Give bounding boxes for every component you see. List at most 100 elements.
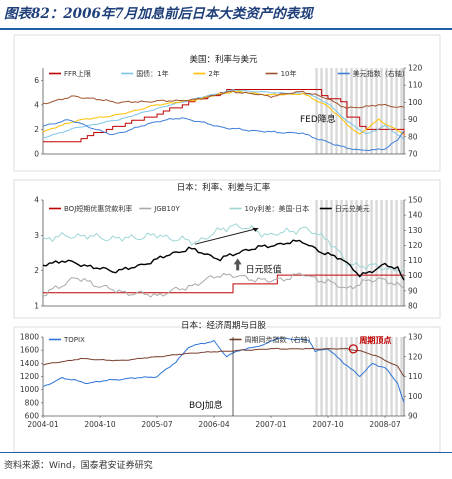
- chart1-shade-stripe: [395, 68, 398, 154]
- chart1-shade-stripe: [330, 68, 333, 154]
- chart2-frame: [13, 179, 441, 319]
- chart1-series-2-line: [42, 89, 405, 140]
- chart1-y2-tick-label: 90: [408, 115, 418, 124]
- chart3-shade-stripe: [385, 337, 388, 416]
- chart3-x-tick-label: 2006-04: [198, 420, 230, 429]
- chart1-series-1-line: [43, 89, 405, 143]
- chart1-shade-stripe: [320, 68, 323, 154]
- chart1-legend-label-5: 美元指数（右轴）: [353, 69, 409, 78]
- chart3-x-tick-label: 2007-10: [312, 420, 344, 429]
- chart1-shade-stripe: [325, 68, 328, 154]
- chart2-title: 日本：利率、利差与汇率: [177, 182, 271, 193]
- chart1-shade-stripe: [390, 68, 393, 154]
- chart1-shade-stripe: [315, 68, 318, 154]
- chart3-shade-stripe: [350, 337, 353, 416]
- chart1-shade-stripe: [350, 68, 353, 154]
- chart3-shade-stripe: [315, 337, 318, 416]
- chart1-y-tick-label: 4: [34, 100, 39, 109]
- chart3-y-tick-label: 800: [25, 398, 40, 407]
- chart2-shade-stripe: [400, 200, 403, 306]
- chart2-trend-arrow-line: [194, 227, 259, 245]
- chart2-annotation-yen-depreciation: 日元贬值: [246, 263, 282, 275]
- chart2-up-arrow-icon: [233, 258, 242, 271]
- chart3-shade-stripe: [345, 337, 348, 416]
- chart1-y2-tick-label: 120: [408, 64, 423, 73]
- source-note: 资料来源：Wind，国泰君安证券研究: [4, 461, 153, 471]
- chart3-shade-stripe: [335, 337, 338, 416]
- chart1-series-5-line: [42, 117, 405, 152]
- chart1-shade-stripe: [380, 68, 383, 154]
- chart2-shade-stripe: [335, 200, 338, 306]
- chart1-y2-tick-label: 110: [408, 81, 423, 90]
- charts-canvas: 美国：利率与美元 0 2 4 6 70 80 90 100 110 120 FFR上限 国债：1年 2年 1…: [13, 34, 441, 452]
- chart1-shade-stripe: [385, 68, 388, 154]
- chart3-shade-stripe: [355, 337, 358, 416]
- chart2-series-3-line: [42, 223, 405, 274]
- chart1-shade-stripe: [355, 68, 358, 154]
- chart3-y-tick-label: 1200: [20, 372, 39, 381]
- chart1-legend-label-1: FFR上限: [64, 69, 91, 78]
- chart3-shade-stripe: [375, 337, 378, 416]
- chart2-series-4-line: [42, 239, 405, 281]
- chart3-annotation-cycle-peak: 周期顶点: [359, 335, 391, 345]
- chart3-series-2-line: [42, 347, 405, 377]
- chart2-legend-label-4: 日元兑美元: [335, 204, 370, 213]
- chart3-shade-stripe: [395, 337, 398, 416]
- chart3-y-tick-label: 1600: [20, 346, 39, 355]
- chart1-legend-label-2: 国债：1年: [136, 69, 168, 78]
- chart2-y-tick-label: 2: [34, 266, 39, 275]
- chart3-title: 日本：经济周期与日股: [181, 320, 267, 331]
- chart3-y2-tick-label: 130: [408, 333, 423, 342]
- chart3-shade-stripe: [330, 337, 333, 416]
- chart2-legend-label-3: 10y利差：美国-日本: [245, 204, 310, 213]
- chart2-y2-tick-label: 80: [408, 302, 418, 311]
- chart2-y2-tick-label: 140: [408, 211, 423, 220]
- chart3-x-tick-label: 2004-01: [27, 420, 59, 429]
- chart2-y2-tick-label: 110: [408, 256, 423, 265]
- title-rule: [0, 28, 452, 30]
- figure-title: 图表82：2006年7月加息前后日本大类资产的表现: [4, 6, 313, 22]
- chart1-y2-tick-label: 80: [408, 132, 418, 141]
- chart2-legend-label-1: BOJ短期优惠贷款利率: [64, 204, 132, 213]
- chart3-shade-stripe: [325, 337, 328, 416]
- chart1-y2-tick-label: 70: [408, 150, 418, 159]
- chart3-y2-tick-label: 100: [408, 392, 423, 401]
- chart1-title: 美国：利率与美元: [189, 54, 258, 65]
- chart3-y2-tick-label: 90: [408, 412, 418, 421]
- chart1-legend-label-3: 2年: [208, 69, 219, 78]
- chart2-y2-tick-label: 100: [408, 271, 423, 280]
- chart2-legend-label-2: JGB10Y: [153, 205, 180, 213]
- chart3-cycle-peak-marker: [348, 344, 358, 354]
- chart3-shade-stripe: [390, 337, 393, 416]
- chart2-shade-stripe: [395, 200, 398, 306]
- chart3-y2-tick-label: 120: [408, 352, 423, 361]
- chart2-y-tick-label: 3: [34, 231, 39, 240]
- chart3-shade-stripe: [400, 337, 403, 416]
- chart3-y-tick-label: 1400: [20, 359, 39, 368]
- chart3-shade-stripe: [320, 337, 323, 416]
- chart1-annotation-fed-cut: FED降息: [300, 113, 336, 125]
- chart2-shade-stripe: [375, 200, 378, 306]
- bottom-rule: [0, 452, 452, 453]
- chart1-shade-stripe: [340, 68, 343, 154]
- chart3-y-tick-label: 600: [25, 412, 40, 421]
- chart3-x-tick-label: 2004-10: [84, 420, 116, 429]
- chart1-shade-stripe: [365, 68, 368, 154]
- chart3-series-1-line: [42, 337, 405, 403]
- chart2-series-2-line: [42, 272, 405, 298]
- chart1-shade-stripe: [400, 68, 403, 154]
- chart2-shade-stripe: [315, 200, 318, 306]
- chart2-series-1-line: [43, 274, 404, 294]
- chart2-trend-arrow-head-icon: [252, 227, 259, 232]
- chart1-shade-stripe: [375, 68, 378, 154]
- chart1-shade-stripe: [370, 68, 373, 154]
- chart2-shade-stripe: [350, 200, 353, 306]
- chart3-shade-stripe: [365, 337, 368, 416]
- chart2-y2-tick-label: 130: [408, 226, 423, 235]
- chart3-legend-label-1: TOPIX: [63, 336, 85, 344]
- chart2-y2-tick-label: 90: [408, 286, 418, 295]
- chart3-y-tick-label: 1800: [20, 333, 39, 342]
- chart2-shade-stripe: [385, 200, 388, 306]
- chart2-shade-stripe: [370, 200, 373, 306]
- chart3-shade-stripe: [340, 337, 343, 416]
